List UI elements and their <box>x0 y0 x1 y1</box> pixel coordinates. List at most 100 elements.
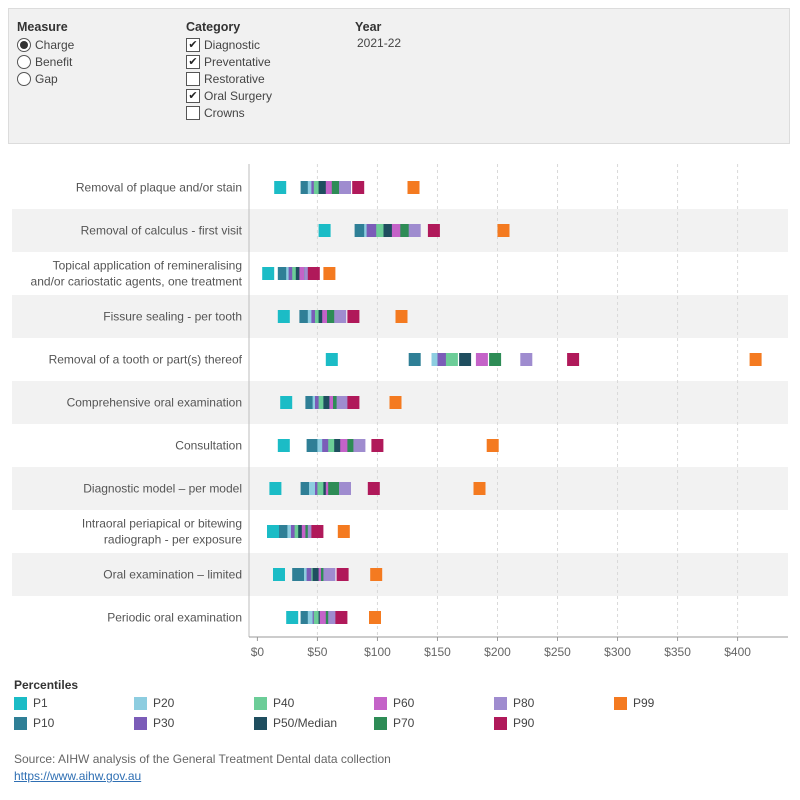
marker-p60[interactable] <box>475 353 488 366</box>
legend-item-p40[interactable]: P40 <box>254 696 294 710</box>
checkbox-checked-icon[interactable]: ✔ <box>186 37 200 52</box>
marker-p90[interactable] <box>367 482 380 495</box>
legend-label: P70 <box>393 716 415 730</box>
x-tick-label: $100 <box>364 645 391 659</box>
marker-p10[interactable] <box>292 568 305 581</box>
row-label: Topical application of remineralising <box>53 259 242 273</box>
category-option-label: Crowns <box>204 105 245 120</box>
legend-swatch <box>134 716 147 730</box>
marker-p1[interactable] <box>277 310 290 323</box>
measure-option-benefit[interactable]: Benefit <box>17 53 74 70</box>
marker-p80[interactable] <box>334 310 347 323</box>
marker-p99[interactable] <box>337 525 350 538</box>
x-tick-label: $300 <box>604 645 631 659</box>
marker-p40[interactable] <box>445 353 458 366</box>
source-link[interactable]: https://www.aihw.gov.au <box>14 769 142 783</box>
marker-p99[interactable] <box>486 439 499 452</box>
legend-item-p90[interactable]: P90 <box>494 716 534 730</box>
year-filter-value[interactable]: 2021-22 <box>357 36 402 50</box>
legend-item-p50-median[interactable]: P50/Median <box>254 716 337 730</box>
marker-p70[interactable] <box>489 353 502 366</box>
marker-p90[interactable] <box>371 439 384 452</box>
category-option-crowns[interactable]: Crowns <box>186 104 272 121</box>
marker-p99[interactable] <box>369 611 381 624</box>
marker-p99[interactable] <box>395 310 408 323</box>
marker-p1[interactable] <box>280 396 293 409</box>
legend-item-p99[interactable]: P99 <box>614 696 654 710</box>
marker-p1[interactable] <box>318 224 331 237</box>
checkbox-icon[interactable] <box>186 105 200 120</box>
marker-p99[interactable] <box>473 482 486 495</box>
legend-label: P20 <box>153 696 175 710</box>
legend-item-p60[interactable]: P60 <box>374 696 414 710</box>
marker-p70[interactable] <box>328 482 341 495</box>
marker-p99[interactable] <box>323 267 336 280</box>
marker-p90[interactable] <box>352 181 365 194</box>
marker-p99[interactable] <box>370 568 383 581</box>
marker-p80[interactable] <box>353 439 366 452</box>
category-option-label: Oral Surgery <box>204 88 273 103</box>
marker-p10[interactable] <box>354 224 367 237</box>
marker-p99[interactable] <box>497 224 510 237</box>
marker-p90[interactable] <box>311 525 324 538</box>
radio-icon[interactable] <box>17 71 31 86</box>
marker-p10[interactable] <box>306 439 319 452</box>
marker-p90[interactable] <box>336 568 349 581</box>
category-option-oral-surgery[interactable]: ✔ Oral Surgery <box>186 87 272 104</box>
marker-p30[interactable] <box>366 224 379 237</box>
row-label: Removal of plaque and/or stain <box>76 181 242 195</box>
filter-panel: Measure Charge Benefit Gap Category ✔ Dia… <box>8 8 790 144</box>
legend-title: Percentiles <box>14 678 79 692</box>
marker-p1[interactable] <box>277 439 290 452</box>
marker-p90[interactable] <box>347 310 360 323</box>
marker-p1[interactable] <box>325 353 338 366</box>
marker-p99[interactable] <box>407 181 420 194</box>
marker-p90[interactable] <box>347 396 360 409</box>
checkbox-checked-icon[interactable]: ✔ <box>186 88 200 103</box>
marker-p99[interactable] <box>389 396 402 409</box>
legend-item-p1[interactable]: P1 <box>14 696 48 710</box>
category-option-preventative[interactable]: ✔ Preventative <box>186 53 272 70</box>
marker-p80[interactable] <box>323 568 336 581</box>
legend-item-p30[interactable]: P30 <box>134 716 174 730</box>
marker-p80[interactable] <box>339 482 351 495</box>
checkbox-checked-icon[interactable]: ✔ <box>186 54 200 69</box>
row-label: Consultation <box>175 439 242 453</box>
marker-p99[interactable] <box>749 353 762 366</box>
legend-label: P90 <box>513 716 535 730</box>
marker-p1[interactable] <box>286 611 299 624</box>
marker-p80[interactable] <box>339 181 351 194</box>
marker-p1[interactable] <box>262 267 275 280</box>
row-label: and/or cariostatic agents, one treatment <box>31 275 243 289</box>
marker-p90[interactable] <box>567 353 580 366</box>
category-option-diagnostic[interactable]: ✔ Diagnostic <box>186 36 272 53</box>
radio-icon[interactable] <box>17 54 31 69</box>
marker-p1[interactable] <box>273 568 285 581</box>
measure-option-charge[interactable]: Charge <box>17 36 74 53</box>
checkbox-icon[interactable] <box>186 71 200 86</box>
marker-p1[interactable] <box>267 525 279 538</box>
legend-swatch <box>14 716 27 730</box>
radio-selected-icon[interactable] <box>17 37 31 52</box>
marker-p80[interactable] <box>408 224 421 237</box>
measure-option-gap[interactable]: Gap <box>17 70 74 87</box>
marker-p10[interactable] <box>408 353 421 366</box>
category-option-restorative[interactable]: Restorative <box>186 70 272 87</box>
marker-p50-median[interactable] <box>459 353 472 366</box>
marker-p80[interactable] <box>336 396 349 409</box>
measure-option-label: Gap <box>35 71 58 86</box>
legend-item-p10[interactable]: P10 <box>14 716 54 730</box>
marker-p1[interactable] <box>269 482 282 495</box>
marker-p80[interactable] <box>520 353 533 366</box>
x-tick-label: $200 <box>484 645 511 659</box>
legend-item-p20[interactable]: P20 <box>134 696 174 710</box>
category-filter-title: Category <box>186 20 241 34</box>
source-text: Source: AIHW analysis of the General Tre… <box>14 752 391 766</box>
marker-p90[interactable] <box>307 267 320 280</box>
marker-p1[interactable] <box>274 181 287 194</box>
legend-item-p80[interactable]: P80 <box>494 696 534 710</box>
legend-item-p70[interactable]: P70 <box>374 716 414 730</box>
marker-p90[interactable] <box>335 611 348 624</box>
marker-p90[interactable] <box>427 224 440 237</box>
legend-swatch <box>134 696 147 710</box>
